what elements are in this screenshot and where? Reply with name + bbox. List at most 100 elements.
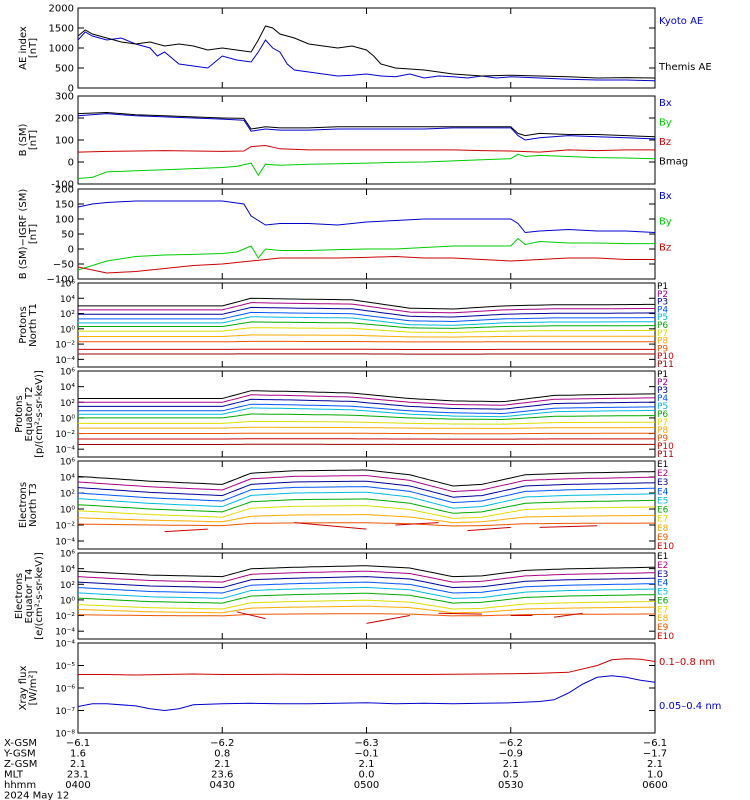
series-line-E4: [78, 486, 655, 504]
y-tick-label: 10⁻²: [55, 612, 75, 622]
series-line-P9: [78, 340, 655, 343]
x-row-value: 2.1: [359, 759, 375, 770]
series-line-P7: [78, 420, 655, 425]
panel-series: [78, 658, 655, 712]
y-axis-label: AE index: [18, 26, 29, 70]
x-row-label: hhmm: [4, 780, 36, 791]
y-axis-label: Equator T4: [24, 569, 35, 624]
legend-E5: E5: [657, 496, 668, 506]
y-tick-label: 10⁻⁶: [55, 685, 75, 695]
legend-E8: E8: [657, 614, 669, 624]
legend-P3: P3: [657, 298, 668, 308]
y-axis-label: Protons: [18, 306, 29, 343]
series-segment-E10: [366, 615, 410, 624]
panel-frame: [77, 642, 656, 734]
x-row-value: 0.8: [214, 749, 230, 760]
x-row-value: −6.1: [66, 738, 90, 749]
series-segment-E10: [236, 611, 266, 620]
panel-series: [78, 469, 655, 533]
series-line-P8: [78, 426, 655, 429]
y-tick-label: 10²: [60, 581, 75, 591]
y-tick-label: 300: [55, 92, 74, 103]
legend-P3: P3: [657, 386, 668, 396]
legend-P4: P4: [657, 394, 668, 404]
x-row-value: 0600: [642, 780, 667, 791]
x-row-value: 23.1: [67, 770, 89, 781]
y-tick-label: 10⁻²: [55, 341, 75, 351]
y-tick-label: 10⁰: [60, 596, 75, 606]
series-line-P5: [78, 316, 655, 326]
y-tick-label: 100: [55, 136, 74, 147]
legend-P4: P4: [657, 305, 668, 315]
series-line-E4: [78, 581, 655, 594]
series-line-Bx: [78, 113, 655, 141]
series-line-E9: [78, 613, 655, 617]
legend-P9: P9: [657, 434, 668, 444]
y-tick-label: 10⁻⁷: [55, 707, 75, 717]
series-line-Themis-AE: [78, 25, 655, 79]
series-line-P2: [78, 302, 655, 314]
legend-E6: E6: [657, 596, 669, 606]
legend-xray-long: 0.1–0.8 nm: [659, 657, 715, 668]
series-line-P6: [78, 321, 655, 329]
series-line-0.1–0.8-nm: [78, 658, 655, 676]
legend-E10: E10: [657, 632, 674, 642]
series-line-Bmag: [78, 111, 655, 138]
legend-P2: P2: [657, 290, 668, 300]
legend-kyoto-ae: Kyoto AE: [659, 16, 703, 27]
y-tick-label: 10⁻⁴: [55, 446, 75, 456]
x-row-value: −1.7: [643, 749, 667, 760]
panel-7: 10⁻⁴ 10⁻² 10⁰ 10² 10⁴ 10⁶ Electrons Equator T4[…: [14, 550, 674, 643]
series-line-E8: [78, 514, 655, 524]
x-row-label: Y-GSM: [3, 749, 36, 760]
series-segment-E10: [438, 612, 482, 615]
y-tick-label: 1500: [49, 24, 74, 35]
legend-Bx: Bx: [659, 98, 672, 109]
legend-themis-ae: Themis AE: [658, 62, 712, 73]
panel-series: [78, 200, 655, 274]
y-tick-label: 200: [55, 114, 74, 125]
series-line-P2: [78, 394, 655, 406]
legend-E4: E4: [657, 579, 669, 589]
y-tick-label: 100: [55, 215, 74, 226]
x-row-value: 0.0: [359, 770, 375, 781]
series-line-By: [78, 153, 655, 179]
panel-series: [78, 565, 655, 624]
series-line-P3: [78, 306, 655, 318]
series-line-E1: [78, 469, 655, 487]
panel-frame: [77, 460, 656, 550]
legend-E9: E9: [657, 533, 669, 543]
legend-Bz: Bz: [659, 137, 671, 148]
legend-P8: P8: [657, 426, 668, 436]
panel-2: 300 200 100 0 -100 B (SM) [nT] Bx By Bz Bmag: [18, 92, 688, 191]
panel-series: [78, 111, 655, 179]
panel-series: [78, 25, 655, 82]
y-tick-label: 10⁴: [60, 474, 75, 484]
legend-E5: E5: [657, 588, 668, 598]
y-tick-label: 10⁰: [60, 325, 75, 335]
y-tick-label: 0: [68, 84, 74, 95]
legend-P6: P6: [657, 321, 668, 331]
legend-P10: P10: [657, 442, 674, 452]
series-line-P1: [78, 297, 655, 310]
series-line-P4: [78, 403, 655, 415]
y-axis-label: North T1: [28, 303, 39, 347]
y-axis-label: [e/(cm²-s-sr-keV)]: [34, 552, 45, 640]
y-tick-label: 150: [55, 200, 74, 211]
y-tick-label: 10⁶: [60, 550, 75, 560]
y-axis-label: B (SM): [18, 123, 29, 156]
x-row-label: X-GSM: [4, 738, 37, 749]
panel-5: 10⁻⁴ 10⁻² 10⁰ 10² 10⁴ 10⁶ Protons Equator T2 [p/…: [14, 368, 674, 461]
series-segment-E10: [467, 526, 511, 532]
y-axis-label: Electrons: [18, 482, 29, 528]
y-tick-label: 10⁶: [60, 280, 75, 290]
series-segment-E10: [164, 528, 208, 533]
y-axis-label: [nT]: [28, 130, 39, 150]
legend-xray-short: 0.05–0.4 nm: [659, 701, 721, 712]
y-tick-label: 0: [68, 245, 74, 256]
series-line-P6: [78, 413, 655, 421]
legend-P7: P7: [657, 329, 668, 339]
y-tick-label: 1000: [49, 44, 74, 55]
series-line-0.05–0.4-nm: [78, 675, 655, 712]
x-row-value: −6.2: [499, 738, 523, 749]
